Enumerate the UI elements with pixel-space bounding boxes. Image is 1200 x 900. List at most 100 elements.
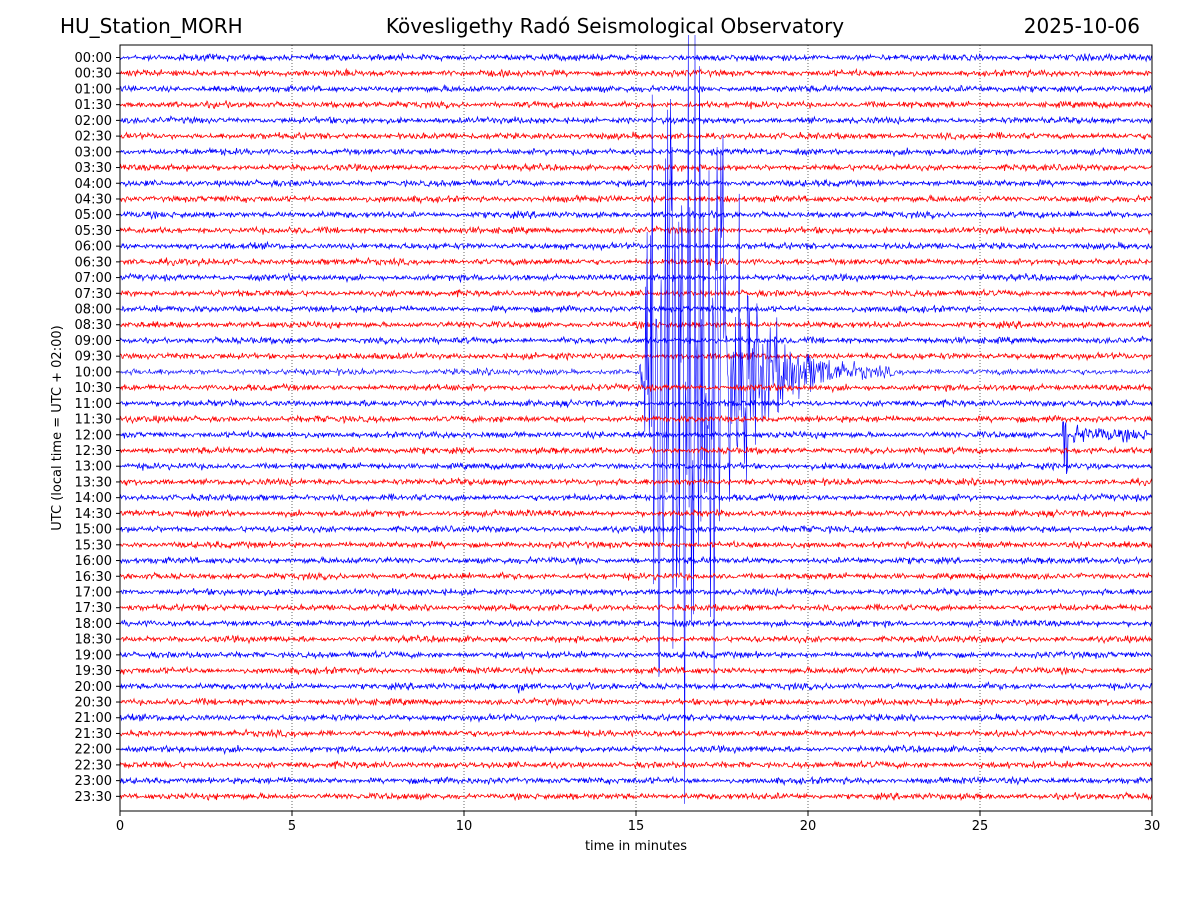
row-time-label: 12:00 <box>75 428 112 443</box>
row-time-label: 21:30 <box>75 727 112 742</box>
trace-row <box>120 634 1153 645</box>
row-time-label: 03:00 <box>75 145 112 160</box>
row-time-label: 10:00 <box>75 365 112 380</box>
row-time-label: 13:00 <box>75 460 112 475</box>
trace-row <box>119 115 1153 126</box>
row-time-label: 11:00 <box>75 397 112 412</box>
row-time-label: 09:30 <box>75 350 112 365</box>
row-time-label: 01:30 <box>75 98 112 113</box>
row-time-label: 15:00 <box>75 523 112 538</box>
row-time-label: 22:30 <box>75 758 112 773</box>
trace-row <box>119 414 1153 425</box>
trace-row <box>119 602 1153 613</box>
trace-row <box>119 696 1153 707</box>
row-time-label: 04:00 <box>75 177 112 192</box>
trace-row <box>119 712 1153 723</box>
trace-row <box>119 162 1153 173</box>
row-time-label: 12:30 <box>75 444 112 459</box>
trace-row <box>119 304 1153 314</box>
row-time-label: 14:00 <box>75 491 112 506</box>
row-time-label: 18:30 <box>75 633 112 648</box>
trace-row <box>119 256 1153 268</box>
x-tick-label: 0 <box>116 819 124 834</box>
trace-row <box>119 194 1153 205</box>
trace-row <box>119 288 1153 299</box>
trace-row <box>119 398 1153 409</box>
trace-row <box>119 320 1153 330</box>
row-time-label: 17:00 <box>75 585 112 600</box>
y-axis-label: UTC (local time = UTC + 02:00) <box>50 325 65 530</box>
trace-row <box>119 744 1153 756</box>
x-tick-label: 15 <box>628 819 645 834</box>
trace-row <box>119 587 1153 598</box>
row-time-label: 20:00 <box>75 680 112 695</box>
plot-frame <box>119 44 1153 812</box>
trace-row <box>119 52 1153 63</box>
trace-row <box>119 99 1153 110</box>
row-time-label: 17:30 <box>75 601 112 616</box>
row-time-label: 04:30 <box>75 192 112 207</box>
trace-row <box>119 759 1153 770</box>
row-time-label: 14:30 <box>75 507 112 522</box>
trace-row <box>119 351 1153 362</box>
row-time-label: 05:00 <box>75 208 112 223</box>
row-time-label: 00:30 <box>75 67 112 82</box>
row-time-label: 05:30 <box>75 224 112 239</box>
seismogram-traces <box>119 34 1153 804</box>
trace-row <box>119 209 1153 221</box>
trace-row <box>119 555 1153 566</box>
trace-row <box>119 775 1153 787</box>
trace-row <box>119 461 1153 472</box>
row-time-label: 21:00 <box>75 711 112 726</box>
trace-row <box>119 791 1153 802</box>
trace-row <box>119 649 1153 661</box>
row-time-label: 06:30 <box>75 255 112 270</box>
row-time-label: 07:00 <box>75 271 112 286</box>
row-time-label: 16:00 <box>75 554 112 569</box>
trace-row <box>119 571 1153 581</box>
row-time-label: 03:30 <box>75 161 112 176</box>
trace-row <box>119 421 1153 474</box>
chart-title: Kövesligethy Radó Seismological Observat… <box>385 14 845 38</box>
row-time-label: 00:00 <box>75 51 112 66</box>
trace-row <box>119 524 1153 535</box>
row-time-label: 16:30 <box>75 570 112 585</box>
trace-row <box>119 508 1153 519</box>
trace-row <box>119 225 1153 236</box>
row-time-label: 20:30 <box>75 696 112 711</box>
trace-row <box>119 131 1153 141</box>
trace-row <box>119 34 1153 804</box>
x-tick-label: 20 <box>800 819 817 834</box>
row-time-label: 09:00 <box>75 334 112 349</box>
trace-row <box>119 146 1153 158</box>
row-time-label: 02:00 <box>75 114 112 129</box>
trace-row <box>119 728 1153 739</box>
trace-row <box>119 67 1153 79</box>
row-time-label: 15:30 <box>75 538 112 553</box>
station-label: HU_Station_MORH <box>60 14 243 38</box>
row-time-label: 07:30 <box>75 287 112 302</box>
row-time-label: 23:00 <box>75 774 112 789</box>
trace-row <box>119 618 1153 629</box>
y-tick-labels: 00:0000:3001:0001:3002:0002:3003:0003:30… <box>75 51 120 805</box>
trace-row <box>119 240 1153 252</box>
row-time-label: 13:30 <box>75 475 112 490</box>
row-time-label: 02:30 <box>75 130 112 145</box>
row-time-label: 08:00 <box>75 303 112 318</box>
x-tick-label: 30 <box>1144 819 1161 834</box>
trace-row <box>119 476 1153 487</box>
row-time-label: 10:30 <box>75 381 112 396</box>
trace-row <box>119 335 1153 346</box>
row-time-label: 08:30 <box>75 318 112 333</box>
x-axis-label: time in minutes <box>585 839 687 854</box>
trace-row <box>119 382 1153 394</box>
trace-row <box>119 272 1153 284</box>
x-ticks: 0 5 10 15 20 25 30 <box>116 811 1160 834</box>
date-label: 2025-10-06 <box>1023 14 1140 38</box>
row-time-label: 18:00 <box>75 617 112 632</box>
trace-row <box>119 445 1153 456</box>
x-tick-label: 25 <box>972 819 989 834</box>
x-tick-label: 10 <box>456 819 473 834</box>
row-time-label: 19:00 <box>75 648 112 663</box>
